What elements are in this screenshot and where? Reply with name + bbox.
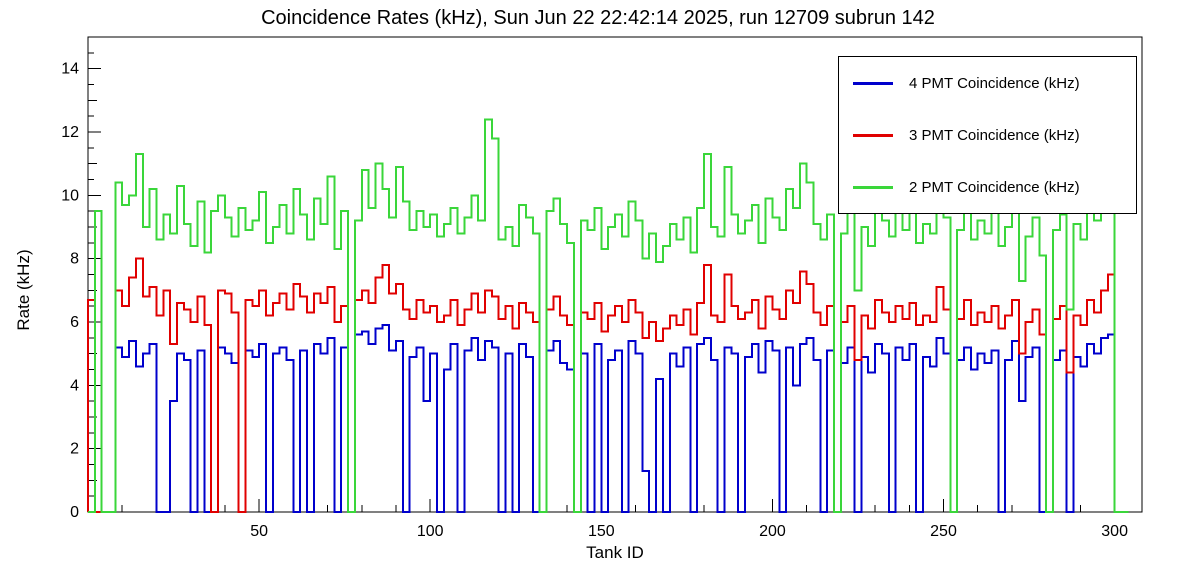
y-tick-label: 14 bbox=[61, 61, 79, 78]
x-tick-label: 250 bbox=[930, 523, 957, 540]
y-tick-label: 12 bbox=[61, 124, 79, 141]
y-tick-label: 8 bbox=[70, 251, 79, 268]
y-tick-label: 0 bbox=[70, 504, 79, 521]
plot-title: Coincidence Rates (kHz), Sun Jun 22 22:4… bbox=[261, 7, 935, 29]
series-path-2 bbox=[88, 118, 1129, 513]
legend-label-4pmt: 4 PMT Coincidence (kHz) bbox=[909, 74, 1080, 92]
series-path-0 bbox=[88, 324, 1129, 513]
x-axis-label: Tank ID bbox=[586, 543, 644, 562]
y-axis-label: Rate (kHz) bbox=[14, 249, 33, 331]
legend-label-2pmt: 2 PMT Coincidence (kHz) bbox=[909, 178, 1080, 196]
x-tick-label: 150 bbox=[588, 523, 615, 540]
x-tick-label: 300 bbox=[1101, 523, 1128, 540]
legend-entry-4pmt: 4 PMT Coincidence (kHz) bbox=[839, 75, 1136, 92]
legend-label-3pmt: 3 PMT Coincidence (kHz) bbox=[909, 126, 1080, 144]
legend: 4 PMT Coincidence (kHz) 3 PMT Coincidenc… bbox=[838, 56, 1137, 214]
legend-line-sample-4pmt bbox=[853, 81, 893, 85]
y-tick-label: 2 bbox=[70, 441, 79, 458]
y-tick-label: 4 bbox=[70, 377, 79, 394]
x-tick-label: 200 bbox=[759, 523, 786, 540]
y-tick-label: 10 bbox=[61, 187, 79, 204]
legend-entry-2pmt: 2 PMT Coincidence (kHz) bbox=[839, 179, 1136, 196]
y-tick-label: 6 bbox=[70, 314, 79, 331]
legend-line-sample-2pmt bbox=[853, 185, 893, 189]
legend-line-sample-3pmt bbox=[853, 133, 893, 137]
x-tick-label: 50 bbox=[250, 523, 268, 540]
x-tick-label: 100 bbox=[417, 523, 444, 540]
legend-entry-3pmt: 3 PMT Coincidence (kHz) bbox=[839, 127, 1136, 144]
